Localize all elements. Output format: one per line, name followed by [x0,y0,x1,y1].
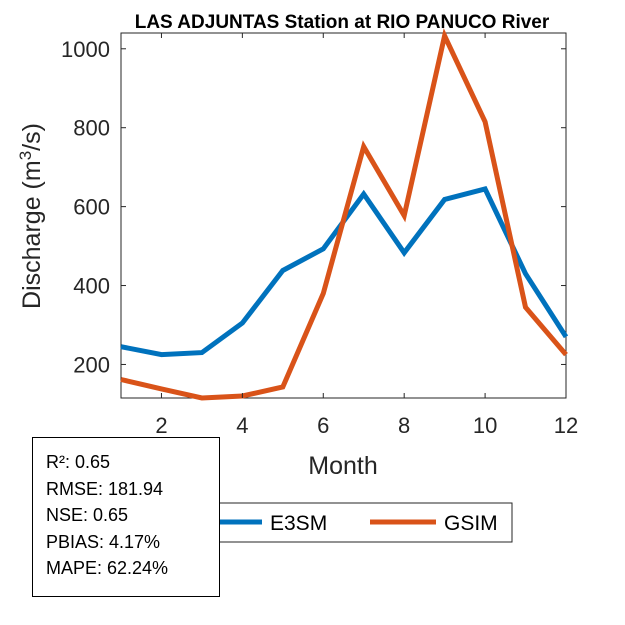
x-tick-label: 8 [398,413,410,438]
y-axis-label: Discharge (m3/s) [16,123,46,309]
y-tick-label: 400 [73,274,110,299]
y-tick-label: 1000 [61,37,110,62]
y-tick-label: 200 [73,352,110,377]
y-axis-label-suffix: /s) [18,123,46,151]
legend: E3SM GSIM [197,502,513,543]
x-axis-label: Month [308,452,377,480]
x-tick-label: 4 [236,413,248,438]
y-tick-label: 600 [73,195,110,220]
x-tick-label: 10 [473,413,497,438]
tick-layer [121,33,567,398]
y-axis-label-sup: 3 [16,151,35,160]
x-tick-label: 6 [317,413,329,438]
y-tick-label: 800 [73,116,110,141]
legend-label-e3sm: E3SM [270,512,327,535]
x-tick-label: 2 [155,413,167,438]
legend-label-gsim: GSIM [444,512,498,535]
stat-rmse: RMSE: 181.94 [46,478,164,499]
stats-box: R²: 0.65 RMSE: 181.94 NSE: 0.65 PBIAS: 4… [32,437,220,597]
series-line-gsim [120,28,568,401]
plot-area [120,28,569,401]
series-layer [120,28,569,401]
stat-mape: MAPE: 62.24% [46,558,169,578]
stat-pbias: PBIAS: 4.17% [46,531,161,552]
y-axis-label-prefix: Discharge (m [18,160,46,309]
chart-title: LAS ADJUNTAS Station at RIO PANUCO River [135,12,550,33]
stat-nse: NSE: 0.65 [46,505,129,525]
x-tick-label: 12 [554,413,578,438]
stat-r2: R²: 0.65 [46,452,111,472]
